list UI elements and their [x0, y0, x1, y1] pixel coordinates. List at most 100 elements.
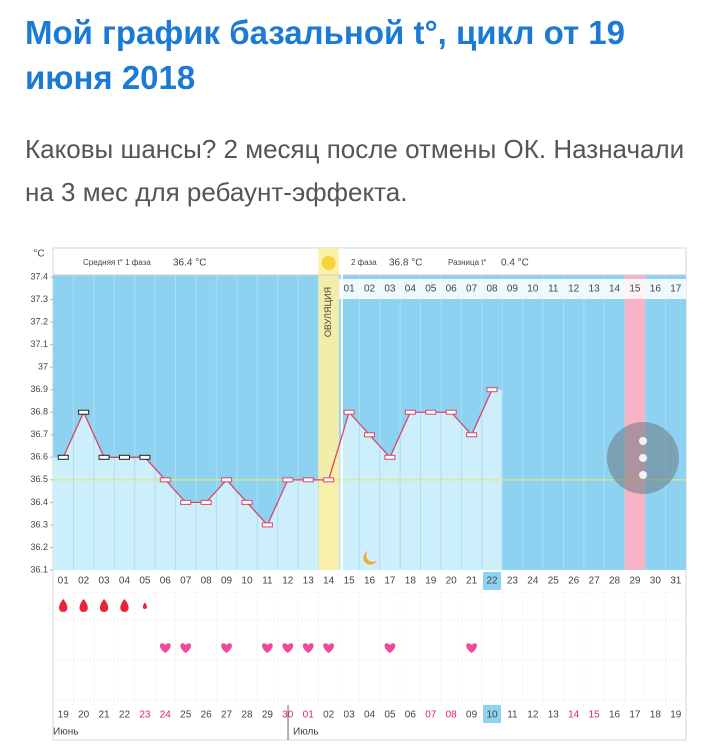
date-label: 12 [527, 710, 539, 721]
point [221, 477, 233, 483]
phase2-day: 03 [384, 284, 396, 295]
point [180, 499, 192, 505]
heart [221, 643, 232, 653]
menu-dot [639, 454, 647, 462]
phase2-day: 06 [446, 284, 458, 295]
x-tick-label: 11 [262, 576, 273, 587]
y-tick-label: 36.5 [30, 474, 48, 484]
x-tick-label: 10 [241, 576, 253, 587]
phase2-day: 17 [670, 284, 682, 295]
phase2-day: 08 [486, 284, 498, 295]
date-label: 21 [98, 710, 110, 721]
date-label: 01 [303, 710, 315, 721]
point [425, 409, 437, 415]
x-tick-label: 09 [221, 576, 233, 587]
date-label: 26 [201, 710, 213, 721]
x-tick-label: 21 [466, 576, 478, 587]
point [139, 454, 151, 460]
x-tick-label: 19 [425, 576, 437, 587]
date-label: 08 [446, 710, 458, 721]
phase2-day: 12 [568, 284, 580, 295]
point [343, 409, 355, 415]
date-label: 10 [486, 710, 498, 721]
point [200, 499, 212, 505]
menu-button[interactable] [607, 422, 679, 494]
date-label: 13 [548, 710, 560, 721]
date-label: 25 [180, 710, 192, 721]
y-tick-label: 36.8 [30, 407, 48, 417]
month-label: Июль [293, 727, 319, 738]
date-label: 09 [466, 710, 478, 721]
point [364, 432, 375, 438]
date-label: 29 [262, 710, 274, 721]
x-tick-label: 13 [303, 576, 315, 587]
y-tick-label: 37.2 [30, 316, 48, 326]
date-label: 15 [589, 710, 601, 721]
x-tick-label: 27 [589, 576, 601, 587]
point [98, 454, 110, 460]
x-tick-label: 31 [670, 576, 682, 587]
x-tick-label: 14 [323, 576, 335, 587]
date-label: 28 [241, 710, 253, 721]
phase2-day: 10 [527, 284, 539, 295]
point [445, 409, 457, 415]
point [384, 454, 396, 460]
blood-drop [120, 599, 129, 612]
date-label: 19 [670, 710, 682, 721]
date-label: 27 [221, 710, 233, 721]
x-tick-label: 26 [568, 576, 580, 587]
point [282, 477, 294, 483]
date-label: 05 [384, 710, 396, 721]
moon-icon [363, 551, 377, 565]
phase2-day: 13 [589, 284, 601, 295]
today-highlight [483, 705, 502, 723]
point [241, 499, 253, 505]
x-tick-label: 25 [548, 576, 560, 587]
point [159, 477, 171, 483]
marked-column [624, 275, 646, 570]
phase2-day: 07 [466, 284, 478, 295]
heart [180, 643, 192, 653]
y-tick-label: 37.1 [30, 339, 48, 349]
y-tick-label: 36.3 [30, 519, 48, 529]
date-label: 22 [119, 710, 131, 721]
date-label: 03 [344, 710, 356, 721]
temperature-line [62, 389, 493, 527]
date-label: 18 [650, 710, 662, 721]
x-tick-label: 22 [486, 576, 498, 587]
point [404, 409, 416, 415]
x-tick-label: 06 [160, 576, 172, 587]
phase2-avg: 36.8 °C [389, 258, 422, 269]
date-label: 14 [568, 710, 580, 721]
y-tick-label: 36.9 [30, 384, 48, 394]
x-tick-label: 20 [446, 576, 458, 587]
heart [302, 643, 314, 653]
date-label: 19 [58, 710, 70, 721]
date-label: 06 [405, 710, 417, 721]
y-unit: °C [33, 249, 44, 260]
point [486, 387, 498, 393]
phase1-avg: 36.4 °C [173, 258, 206, 269]
today-highlight [483, 572, 502, 590]
x-tick-label: 03 [98, 576, 110, 587]
heart [282, 643, 294, 653]
x-tick-label: 30 [650, 576, 662, 587]
date-label: 07 [425, 710, 437, 721]
heart [159, 643, 171, 653]
title: Мой график базальной t°, цикл от 19 июня… [25, 14, 625, 96]
phase2-label: 2 фаза [351, 258, 377, 267]
x-tick-label: 16 [364, 576, 376, 587]
y-tick-label: 37 [38, 362, 48, 372]
x-tick-label: 15 [344, 576, 356, 587]
area [53, 389, 503, 570]
ovulation-column [318, 248, 339, 570]
blood-drop [59, 599, 68, 612]
x-tick-label: 02 [78, 576, 90, 587]
sun-icon [321, 256, 336, 270]
phase2-day: 02 [364, 284, 376, 295]
date-label: 04 [364, 710, 376, 721]
menu-dot [639, 437, 647, 445]
phase2-day: 01 [344, 284, 356, 295]
